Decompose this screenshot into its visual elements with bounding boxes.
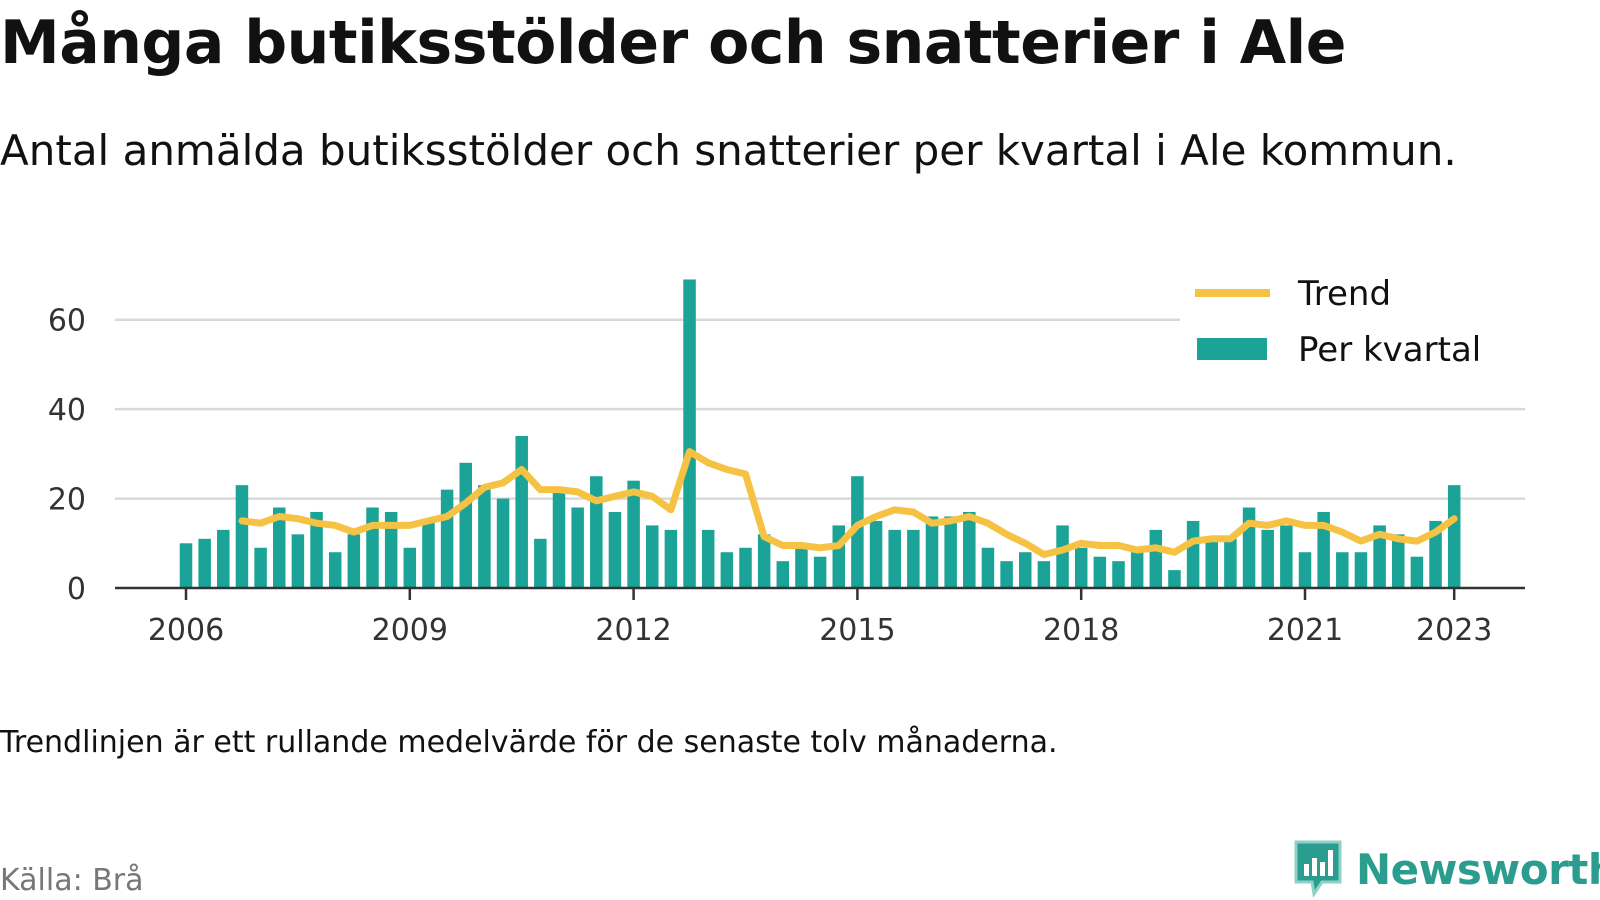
- legend: Trend Per kvartal: [1180, 268, 1525, 380]
- y-tick-label: 60: [48, 304, 86, 339]
- bar: [1280, 525, 1293, 588]
- bar: [1130, 552, 1144, 588]
- legend-trend-label: Trend: [1297, 274, 1391, 314]
- bar: [459, 462, 472, 588]
- bar: [757, 534, 771, 588]
- x-tick-label: 2018: [1043, 613, 1119, 648]
- bar: [328, 552, 342, 588]
- bar: [720, 552, 734, 588]
- bar: [869, 520, 883, 588]
- brand-logo: Newsworthy: [1292, 840, 1600, 898]
- bar: [907, 529, 920, 588]
- x-axis: 2006 2009 2012 2015 2018 2021 2023: [115, 586, 1525, 648]
- bar: [291, 534, 305, 588]
- bar: [1056, 525, 1069, 588]
- bar: [664, 529, 678, 588]
- bar: [1317, 511, 1330, 588]
- bar: [1037, 561, 1051, 588]
- bar: [422, 520, 435, 588]
- legend-background: [1180, 268, 1525, 380]
- bar: [1112, 561, 1125, 588]
- bar: [1298, 552, 1312, 588]
- bar: [534, 538, 547, 588]
- bar: [981, 547, 995, 588]
- source-label: Källa: Brå: [0, 863, 144, 898]
- bar: [1224, 538, 1237, 588]
- bar: [1149, 529, 1163, 588]
- x-tick-label: 2023: [1416, 613, 1492, 648]
- bar: [1168, 570, 1181, 588]
- bar: [832, 525, 845, 588]
- bar: [888, 529, 901, 588]
- bar: [235, 485, 249, 588]
- bar: [1410, 556, 1424, 588]
- bar: [198, 538, 211, 588]
- y-tick-label: 40: [48, 393, 86, 428]
- x-tick-label: 2012: [595, 613, 671, 648]
- newsworthy-logo-icon: [1294, 840, 1342, 898]
- x-tick-label: 2009: [372, 613, 448, 648]
- bar: [1336, 552, 1349, 588]
- bar: [1019, 552, 1032, 588]
- bar: [1242, 507, 1256, 588]
- bar: [795, 547, 808, 588]
- bar: [552, 489, 566, 588]
- bar: [496, 498, 510, 588]
- bar-series: [179, 279, 1461, 588]
- y-tick-label: 20: [48, 483, 86, 518]
- bar: [925, 516, 939, 588]
- bar: [851, 476, 864, 588]
- bar: [1074, 547, 1088, 588]
- bar: [403, 547, 417, 588]
- bar: [273, 507, 286, 588]
- bar: [1000, 561, 1013, 588]
- x-tick-label: 2006: [148, 613, 224, 648]
- bar: [571, 507, 584, 588]
- bar: [1093, 556, 1107, 588]
- y-axis-ticks: 0 20 40 60: [48, 304, 86, 607]
- brand-name: Newsworthy: [1356, 844, 1600, 894]
- legend-bar-swatch: [1197, 338, 1267, 360]
- bar: [1205, 538, 1218, 588]
- trend-line: [238, 448, 1458, 558]
- bar: [590, 476, 603, 588]
- bar: [254, 547, 267, 588]
- bar: [776, 561, 790, 588]
- bar: [217, 529, 230, 588]
- legend-bar-label: Per kvartal: [1298, 330, 1481, 370]
- bar: [310, 511, 323, 588]
- bar: [627, 480, 640, 588]
- bar: [1392, 534, 1405, 588]
- y-tick-label: 0: [67, 572, 86, 607]
- bar: [683, 279, 696, 588]
- chart-title: Många butiksstölder och snatterier i Ale: [0, 8, 1346, 78]
- bar: [179, 543, 193, 588]
- footnote: Trendlinjen är ett rullande medelvärde f…: [0, 725, 1058, 760]
- x-tick-label: 2015: [819, 613, 895, 648]
- bar: [1373, 525, 1386, 588]
- bar: [701, 529, 715, 588]
- bar: [1354, 552, 1368, 588]
- bar: [608, 511, 622, 588]
- bar: [440, 489, 454, 588]
- bar: [515, 435, 528, 588]
- bar: [1261, 529, 1274, 588]
- bar: [1429, 520, 1442, 588]
- bar: [1447, 485, 1461, 588]
- bar: [646, 525, 659, 588]
- bar: [739, 547, 752, 588]
- bar: [813, 556, 827, 588]
- x-tick-label: 2021: [1267, 613, 1343, 648]
- bar-chart: 0 20 40 60 2006 2009 2012 2015 2018 2021 2023 Tre…: [48, 268, 1525, 648]
- bar: [347, 534, 361, 588]
- bar: [478, 485, 491, 588]
- bar: [944, 516, 957, 588]
- chart-subtitle: Antal anmälda butiksstölder och snatteri…: [0, 126, 1457, 175]
- bar: [963, 511, 976, 588]
- bar: [384, 511, 398, 588]
- bar: [366, 507, 379, 588]
- bar: [1186, 520, 1200, 588]
